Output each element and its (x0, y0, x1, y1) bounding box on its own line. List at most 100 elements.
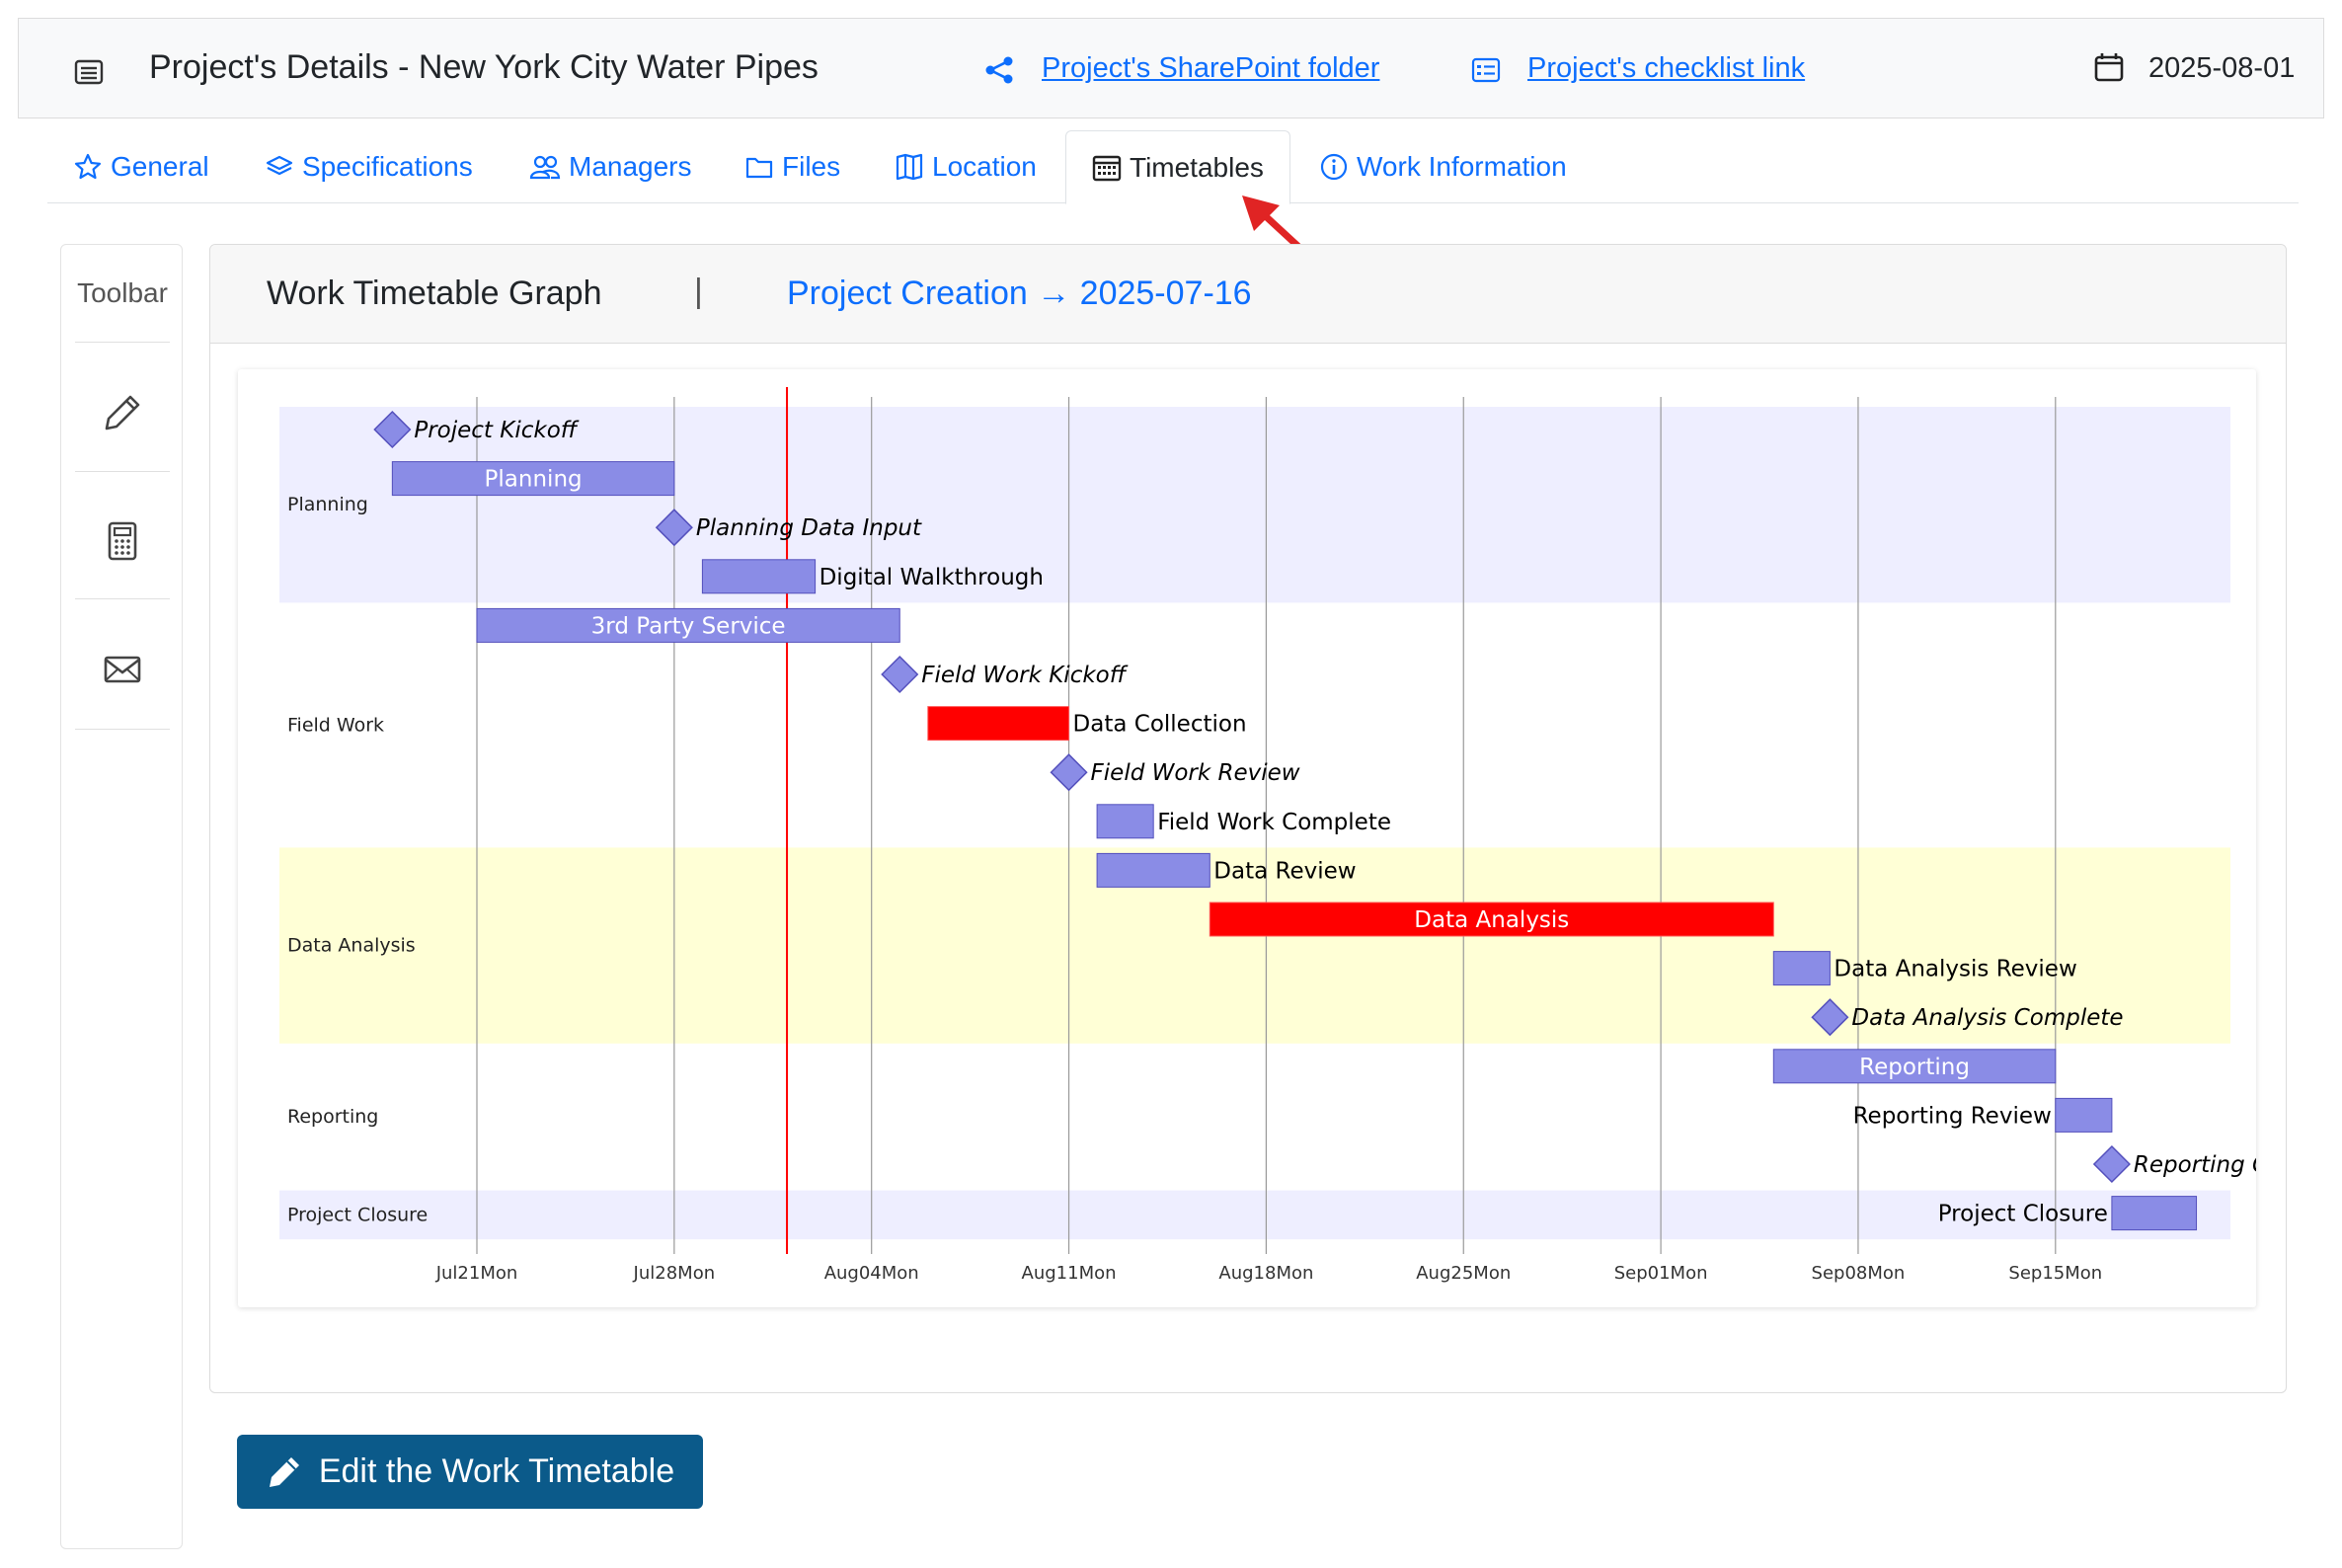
task-label: 3rd Party Service (591, 613, 786, 639)
milestone-label: Field Work Review (1091, 760, 1300, 786)
task-bar (391, 461, 675, 497)
section-label: Planning (287, 494, 368, 515)
section-bands (279, 407, 2230, 1240)
task-bar (1772, 1049, 2057, 1084)
toolbar-title: Toolbar (77, 277, 168, 308)
section-labels: Planning Field Work Data Analysis Reporting… (287, 494, 428, 1225)
task-bar (2055, 1097, 2113, 1133)
task-label: Reporting Review (1853, 1103, 2052, 1129)
task-label: Data Analysis (1414, 907, 1569, 933)
tick-label: Jul28Mon (633, 1263, 716, 1284)
milestone-marker (881, 655, 919, 694)
task-bar (1209, 902, 1774, 937)
toolbar-divider (75, 471, 170, 472)
tab-bar: General Specifications Managers Files (47, 130, 2299, 204)
task-bar (1772, 951, 1831, 986)
toolbar-divider (75, 342, 170, 343)
task-label: Digital Walkthrough (820, 565, 1044, 590)
tab-label: Files (782, 151, 841, 182)
sharepoint-folder-link[interactable]: Project's SharePoint folder (1042, 52, 1380, 84)
milestone-marker (373, 410, 412, 449)
section-label: Data Analysis (287, 935, 416, 957)
people-icon (529, 155, 561, 180)
checklist-link[interactable]: Project's checklist link (1527, 52, 1806, 84)
milestone-marker (655, 509, 693, 547)
edit-timetable-button[interactable]: Edit the Work Timetable (237, 1435, 703, 1509)
toolbar-divider (75, 598, 170, 599)
section-band (279, 1190, 2230, 1240)
project-creation-date: Project Creation → 2025-07-16 (787, 274, 1252, 312)
section-band (279, 407, 2230, 603)
calendar-grid-icon (1092, 155, 1122, 181)
toolbar: Toolbar (60, 244, 183, 1549)
card-header: Work Timetable Graph | Project Creation … (210, 245, 2286, 344)
milestone-label: Reporting Complete (2134, 1152, 2256, 1178)
tick-label: Jul21Mon (435, 1263, 518, 1284)
pencil-icon[interactable] (101, 391, 144, 434)
header-date: 2025-08-01 (2148, 52, 2296, 84)
tick-label: Sep15Mon (2008, 1263, 2102, 1284)
task-bar (701, 559, 817, 594)
list-details-icon (74, 59, 104, 85)
edit-timetable-label: Edit the Work Timetable (318, 1452, 675, 1490)
milestone-label: Planning Data Input (696, 515, 922, 541)
task-label: Data Review (1213, 858, 1356, 884)
task-label: Field Work Complete (1157, 810, 1391, 835)
task-bar (2111, 1196, 2198, 1231)
milestone-label: Data Analysis Complete (1851, 1005, 2123, 1031)
milestone-marker (1811, 998, 1849, 1037)
tick-label: Aug18Mon (1218, 1263, 1313, 1284)
section-label: Project Closure (287, 1204, 428, 1225)
folder-icon (745, 157, 773, 179)
checklist-icon (1471, 57, 1501, 83)
milestone-label: Field Work Kickoff (921, 663, 1128, 688)
tab-label: Specifications (302, 151, 473, 182)
timetable-card: Work Timetable Graph | Project Creation … (209, 244, 2287, 1393)
gantt-chart-container: Planning Field Work Data Analysis Reporting… (238, 369, 2256, 1307)
tab-label: Timetables (1130, 151, 1264, 183)
task-label: Data Analysis Review (1834, 957, 2076, 982)
task-label: Project Closure (1938, 1202, 2108, 1227)
share-icon (985, 56, 1013, 84)
task-label: Reporting (1859, 1055, 1970, 1080)
page-title: Project's Details - New York City Water … (149, 48, 819, 86)
project-header: Project's Details - New York City Water … (18, 18, 2324, 118)
tab-label: Location (932, 151, 1037, 182)
toolbar-divider (75, 729, 170, 730)
tab-label: Managers (569, 151, 692, 182)
section-band (279, 847, 2230, 1044)
tab-files[interactable]: Files (744, 130, 840, 203)
tab-specifications[interactable]: Specifications (265, 130, 473, 203)
task-bar (1096, 804, 1154, 839)
milestone-marker (1050, 753, 1088, 792)
tab-general[interactable]: General (73, 130, 209, 203)
tab-managers[interactable]: Managers (529, 130, 692, 203)
tasks: Project Kickoff Planning Planning Data Inp… (373, 410, 2256, 1231)
milestone-marker (2092, 1144, 2131, 1184)
tab-label: General (111, 151, 209, 182)
tab-work-information[interactable]: Work Information (1319, 130, 1567, 203)
tick-label: Aug11Mon (1022, 1263, 1117, 1284)
title-divider: | (694, 273, 703, 310)
task-bar (927, 706, 1070, 742)
gantt-chart: Planning Field Work Data Analysis Reporting… (279, 387, 2256, 1284)
pencil-icon (269, 1456, 299, 1487)
task-bar (1096, 852, 1210, 888)
info-icon (1320, 153, 1348, 181)
star-icon (74, 153, 102, 180)
card-title: Work Timetable Graph (267, 274, 602, 312)
layers-icon (266, 155, 293, 176)
calculator-icon[interactable] (101, 519, 144, 563)
tab-timetables[interactable]: Timetables (1065, 130, 1290, 204)
section-label: Reporting (287, 1106, 378, 1128)
x-axis-ticks: Jul21Mon Jul28Mon Aug04Mon Aug11Mon Aug18Mon… (435, 1263, 2102, 1284)
task-bar (476, 607, 900, 643)
task-label: Planning (485, 467, 583, 493)
tab-location[interactable]: Location (895, 130, 1037, 203)
tick-label: Aug04Mon (824, 1263, 919, 1284)
task-label: Data Collection (1073, 712, 1247, 738)
section-label: Field Work (287, 714, 384, 736)
envelope-icon[interactable] (101, 648, 144, 691)
calendar-icon (2094, 53, 2124, 82)
